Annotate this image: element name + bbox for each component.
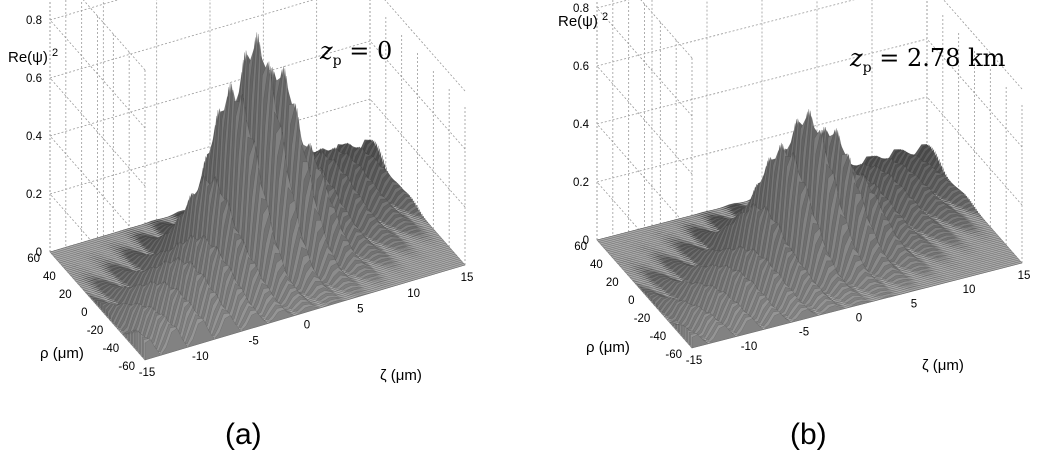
surface-a [49, 32, 466, 361]
x-tick-label: -15 [139, 367, 156, 379]
z-axis-label-b: Re(ψ) 2 [558, 11, 608, 30]
z-axis-label-b-text: Re(ψ) [558, 13, 603, 30]
x-tick-label: -5 [799, 327, 809, 339]
y-tick-label: 0 [81, 307, 87, 319]
y-tick-label: -60 [118, 361, 135, 373]
y-tick-label: 40 [43, 271, 56, 283]
z-tick-label: 0.6 [573, 61, 589, 73]
y-tick-label: 40 [590, 259, 603, 271]
surface-strip [691, 262, 1023, 349]
x-axis-label-a: ζ (μm) [380, 367, 422, 384]
annotation-b-value: 2.78 km [907, 44, 1006, 72]
y-tick-label: 20 [59, 289, 72, 301]
x-tick-label: 5 [911, 298, 917, 310]
grid-line [596, 96, 928, 183]
z-axis-label-a-text: Re(ψ) [8, 49, 53, 66]
y-tick-label: 0 [628, 295, 634, 307]
z-tick-label: 0.8 [573, 3, 589, 15]
x-tick-label: -15 [686, 355, 703, 367]
y-axis-label-a: ρ (μm) [40, 345, 84, 362]
annotation-b-var: z [850, 44, 863, 72]
x-axis-label-b: ζ (μm) [922, 357, 964, 374]
y-tick-label: -20 [87, 325, 104, 337]
annotation-b-eq: = [871, 44, 907, 72]
annotation-b: zp = 2.78 km [850, 44, 1006, 76]
surface-plot-b: 00.20.40.60.816040200-20-40-60-15-10-505… [532, 0, 1063, 471]
y-tick-label: -40 [103, 343, 120, 355]
x-tick-label: -5 [249, 335, 259, 347]
x-tick-label: 10 [407, 288, 420, 300]
grid-line [82, 0, 146, 71]
surface-strip [144, 264, 466, 361]
annotation-a-eq: = [341, 37, 377, 65]
grid-line [596, 0, 855, 67]
x-tick-label: 0 [304, 320, 310, 332]
y-tick-label: -40 [650, 331, 667, 343]
x-tick-label: 5 [357, 304, 363, 316]
z-tick-label: 0.4 [26, 131, 43, 143]
z-axis-label-a-sup: 2 [52, 47, 59, 59]
panel-label-a: (a) [225, 418, 262, 451]
y-axis-label-b: ρ (μm) [586, 339, 630, 356]
z-tick-label: 0.4 [573, 119, 590, 131]
surface-plot-b-canvas: 00.20.40.60.816040200-20-40-60-15-10-505… [573, 0, 1031, 367]
z-tick-label: 0 [36, 247, 42, 259]
panel-label-b: (b) [790, 418, 827, 451]
z-tick-label: 0 [583, 235, 589, 247]
y-tick-label: -20 [634, 313, 651, 325]
z-tick-label: 0.6 [26, 73, 42, 85]
x-tick-label: 0 [856, 313, 862, 325]
tick-labels-b: 00.20.40.60.816040200-20-40-60-15-10-505… [573, 3, 1031, 367]
x-tick-label: -10 [192, 351, 209, 363]
x-tick-label: 15 [461, 272, 474, 284]
tick-labels-a: 00.20.40.60.816040200-20-40-60-15-10-505… [26, 15, 474, 379]
annotation-a: zp = 0 [320, 37, 393, 69]
surface-plot-a-canvas: 00.20.40.60.816040200-20-40-60-15-10-505… [26, 0, 474, 379]
y-tick-label: -60 [665, 349, 682, 361]
surface-b [596, 109, 1023, 349]
annotation-b-sub: p [862, 60, 872, 76]
z-tick-label: 0.2 [573, 177, 589, 189]
annotation-a-sub: p [332, 53, 342, 69]
grid-line [596, 38, 928, 125]
y-tick-label: 60 [574, 241, 587, 253]
annotation-a-value: 0 [377, 37, 393, 65]
annotation-a-var: z [320, 37, 333, 65]
surface-plot-a: 00.20.40.60.816040200-20-40-60-15-10-505… [0, 0, 531, 471]
y-tick-label: 20 [606, 277, 619, 289]
z-tick-label: 0.8 [26, 15, 42, 27]
z-axis-label-a: Re(ψ) 2 [8, 47, 58, 66]
x-tick-label: 10 [963, 284, 976, 296]
z-axis-label-b-sup: 2 [602, 11, 609, 23]
z-tick-label: 0.2 [26, 189, 42, 201]
x-tick-label: 15 [1018, 270, 1031, 282]
y-tick-label: 60 [27, 253, 40, 265]
x-tick-label: -10 [741, 341, 758, 353]
